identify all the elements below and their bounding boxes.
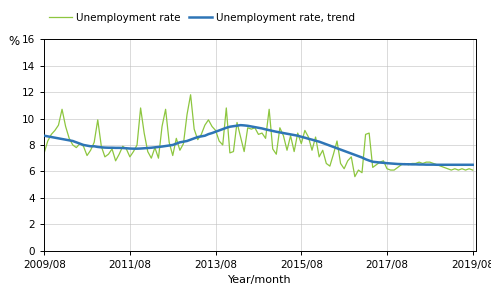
Unemployment rate bbox=[41, 151, 47, 155]
Unemployment rate bbox=[470, 168, 476, 172]
Unemployment rate, trend bbox=[470, 163, 476, 167]
Unemployment rate bbox=[188, 93, 193, 97]
Y-axis label: %: % bbox=[8, 35, 20, 48]
Unemployment rate, trend bbox=[434, 163, 440, 167]
Unemployment rate, trend bbox=[41, 134, 47, 137]
Unemployment rate, trend bbox=[141, 146, 147, 150]
Unemployment rate, trend bbox=[223, 126, 229, 130]
Unemployment rate bbox=[313, 135, 319, 139]
Line: Unemployment rate: Unemployment rate bbox=[44, 95, 473, 177]
Unemployment rate bbox=[84, 154, 90, 157]
Unemployment rate, trend bbox=[448, 163, 454, 167]
Unemployment rate bbox=[448, 168, 454, 172]
Unemployment rate bbox=[334, 139, 340, 143]
Line: Unemployment rate, trend: Unemployment rate, trend bbox=[44, 125, 473, 165]
Unemployment rate, trend bbox=[334, 146, 340, 150]
Unemployment rate, trend bbox=[313, 139, 319, 143]
Unemployment rate, trend bbox=[238, 123, 244, 127]
Legend: Unemployment rate, Unemployment rate, trend: Unemployment rate, Unemployment rate, tr… bbox=[50, 13, 355, 23]
Unemployment rate, trend bbox=[84, 144, 90, 147]
Unemployment rate bbox=[141, 131, 147, 135]
Unemployment rate bbox=[352, 175, 358, 178]
Unemployment rate bbox=[227, 151, 233, 155]
X-axis label: Year/month: Year/month bbox=[228, 275, 292, 285]
